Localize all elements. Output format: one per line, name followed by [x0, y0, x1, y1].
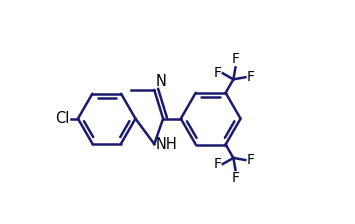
- Text: F: F: [231, 171, 240, 185]
- Text: F: F: [214, 66, 222, 80]
- Text: F: F: [246, 153, 255, 167]
- Text: Cl: Cl: [56, 111, 70, 126]
- Text: F: F: [231, 52, 240, 66]
- Text: N: N: [155, 74, 166, 89]
- Text: F: F: [214, 157, 222, 171]
- Text: F: F: [246, 70, 255, 84]
- Text: NH: NH: [155, 137, 177, 152]
